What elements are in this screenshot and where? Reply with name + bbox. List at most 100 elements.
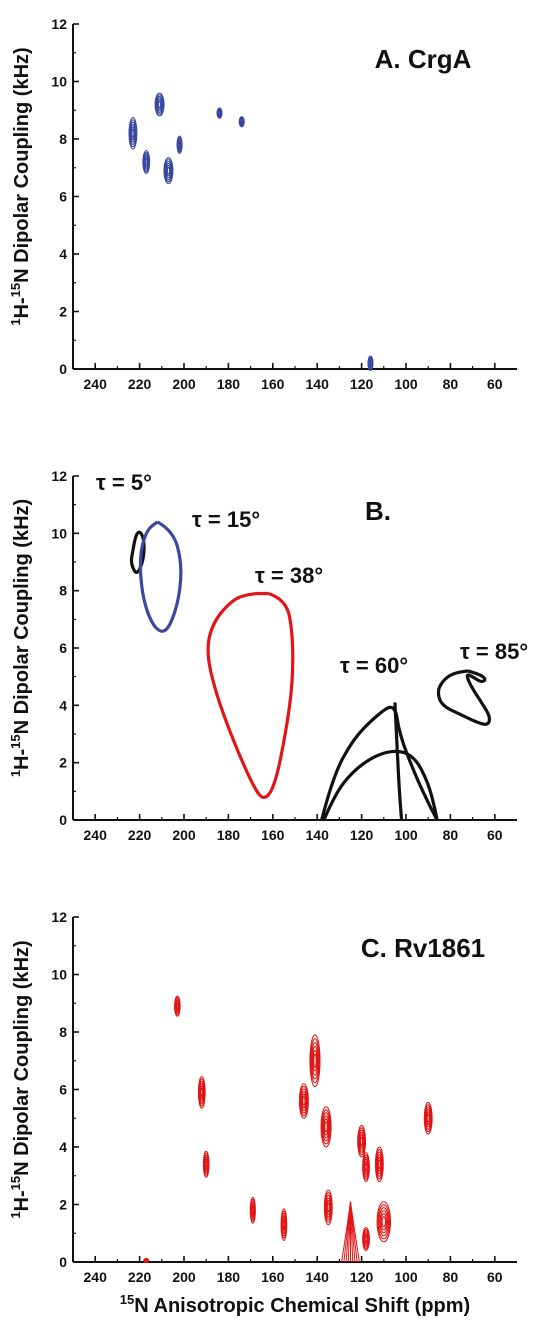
contour-level (322, 1115, 330, 1139)
contour-level (164, 159, 173, 183)
y-axis-label-superscript-2: 15 (8, 283, 23, 297)
contour-level (377, 1159, 381, 1170)
contour-level (426, 1113, 430, 1123)
peak-contour (362, 1152, 370, 1183)
contour-level (377, 1204, 391, 1240)
contour-level (325, 1194, 332, 1221)
y-tick-label: 0 (59, 812, 67, 828)
y-tick-label: 12 (51, 16, 67, 32)
contour-level (155, 95, 164, 114)
contour-level (423, 1101, 433, 1135)
y-axis-label-superscript-2: 15 (8, 734, 23, 748)
contour-level (164, 161, 173, 181)
peak-contour (280, 1208, 288, 1241)
peak-contour (320, 1106, 332, 1148)
contour-level (325, 1197, 331, 1218)
x-tick-label: 80 (443, 827, 459, 843)
x-tick-label: 200 (172, 376, 196, 392)
x-tick-label: 80 (443, 376, 459, 392)
x-tick-label: 60 (487, 376, 503, 392)
x-tick-label: 120 (350, 827, 374, 843)
series-line (129, 530, 146, 574)
contour-level (129, 121, 137, 145)
contour-level (131, 128, 135, 138)
x-tick-label: 220 (128, 827, 152, 843)
peak-contour (238, 116, 245, 128)
y-tick-label: 8 (59, 583, 67, 599)
x-tick-label: 200 (172, 1269, 196, 1285)
x-tick-label: 180 (217, 376, 241, 392)
contour-level (426, 1111, 431, 1126)
y-tick-label: 2 (59, 1197, 67, 1213)
contour-level (128, 116, 138, 150)
contour-level (357, 1127, 366, 1156)
contour-level (156, 97, 163, 112)
contour-level (359, 1134, 364, 1149)
y-tick-label: 6 (59, 640, 67, 656)
contour-level (165, 162, 172, 179)
peak-contour (249, 1196, 256, 1224)
x-tick-label: 220 (128, 376, 152, 392)
peak-contour (142, 149, 151, 175)
contour-level (145, 1259, 148, 1262)
series-line (138, 520, 183, 633)
contour-level (424, 1104, 433, 1133)
contour-level (322, 1112, 331, 1142)
contour-level (240, 119, 243, 124)
peak-fan (341, 1201, 360, 1263)
peak-contour (423, 1101, 433, 1135)
y-tick-label: 12 (51, 909, 67, 925)
peak-contour (176, 135, 183, 154)
contour-level (424, 1106, 432, 1130)
contour-level (364, 1235, 368, 1243)
x-tick-label: 240 (84, 376, 108, 392)
y-tick-label: 6 (59, 189, 67, 205)
annotation-label: τ = 15° (192, 507, 260, 532)
x-tick-label: 60 (487, 1269, 503, 1285)
peak-contour (197, 1076, 206, 1109)
y-axis-label-text-1: H- (11, 297, 33, 318)
panel-title: B. (365, 496, 391, 526)
x-tick-label: 160 (261, 1269, 285, 1285)
contour-level (157, 99, 162, 110)
x-tick-label: 160 (261, 376, 285, 392)
x-tick-label: 100 (394, 376, 418, 392)
peak-contour (323, 1189, 333, 1226)
contour-level (369, 360, 372, 366)
contour-level (324, 1121, 328, 1133)
annotation-label: τ = 5° (96, 470, 152, 495)
contour-level (326, 1199, 331, 1215)
peak-contour (163, 157, 174, 185)
y-axis-label-text-2: N Dipolar Coupling (kHz) (11, 940, 33, 1176)
contour-level (358, 1129, 365, 1153)
y-axis-label-text-1: H- (11, 749, 33, 770)
annotation-label: τ = 38° (255, 563, 323, 588)
contour-level (311, 1045, 319, 1076)
contour-level (376, 1151, 383, 1177)
x-tick-label: 180 (217, 827, 241, 843)
peak-contour (367, 355, 374, 371)
y-tick-label: 2 (59, 755, 67, 771)
contour-level (378, 1207, 390, 1237)
contour-level (310, 1038, 320, 1084)
contour-level (200, 1087, 204, 1097)
x-axis-label-text: N Anisotropic Chemical Shift (ppm) (134, 1295, 470, 1317)
y-axis-label: 1H-15N Dipolar Coupling (kHz) (8, 940, 33, 1218)
contour-level (129, 119, 137, 148)
x-tick-label: 240 (84, 827, 108, 843)
peak-contour (128, 116, 138, 150)
y-axis-label-text-2: N Dipolar Coupling (kHz) (11, 499, 33, 735)
x-tick-label: 120 (350, 376, 374, 392)
contour-level (323, 1118, 329, 1136)
contour-level (309, 1034, 321, 1088)
contour-level (155, 94, 164, 115)
peak-contour (298, 1083, 309, 1119)
contour-level (358, 1132, 365, 1151)
contour-level (204, 1160, 208, 1169)
x-tick-label: 180 (217, 1269, 241, 1285)
annotation-label: τ = 60° (340, 653, 408, 678)
x-tick-label: 160 (261, 827, 285, 843)
contour-level (282, 1220, 286, 1230)
contour-level (300, 1088, 308, 1114)
contour-level (144, 158, 148, 166)
